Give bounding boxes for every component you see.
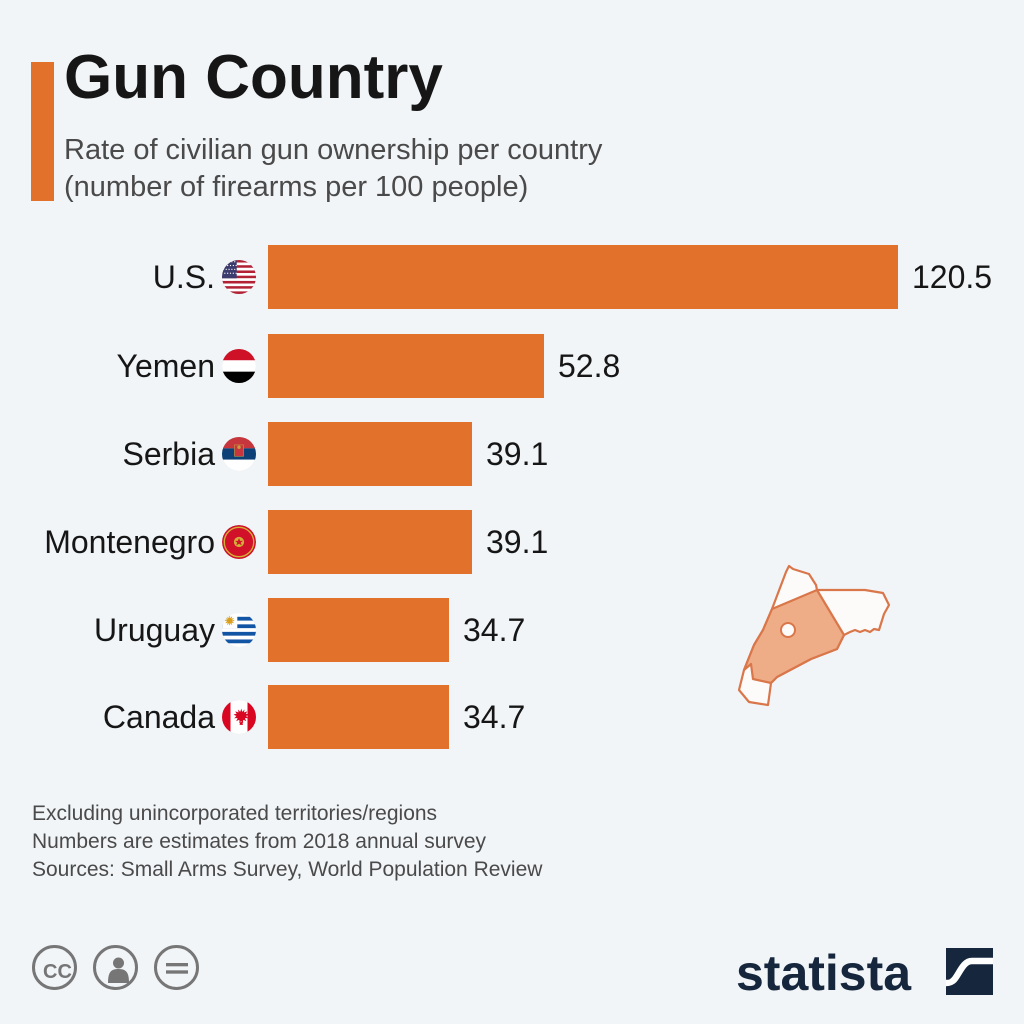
- svg-text:CC: CC: [43, 961, 72, 983]
